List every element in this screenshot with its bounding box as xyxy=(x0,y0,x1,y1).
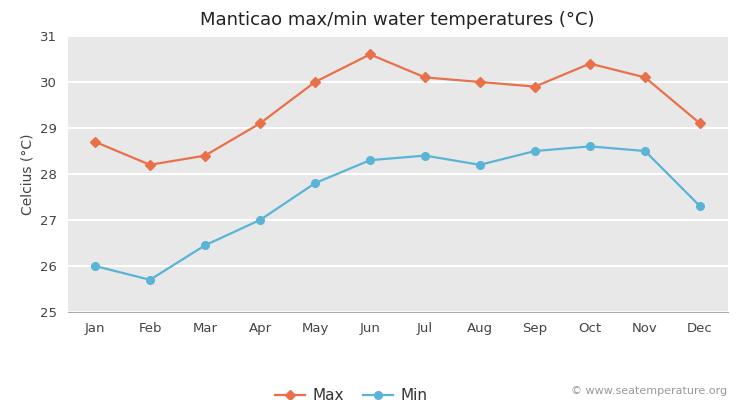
Text: © www.seatemperature.org: © www.seatemperature.org xyxy=(572,386,728,396)
Title: Manticao max/min water temperatures (°C): Manticao max/min water temperatures (°C) xyxy=(200,11,595,29)
Max xyxy=(310,80,320,84)
Min xyxy=(586,144,595,149)
Min xyxy=(421,153,430,158)
Min xyxy=(310,181,320,186)
Y-axis label: Celcius (°C): Celcius (°C) xyxy=(20,133,34,215)
Min xyxy=(256,218,265,222)
Min xyxy=(695,204,704,208)
Max xyxy=(200,153,209,158)
Max xyxy=(640,75,650,80)
Max xyxy=(586,61,595,66)
Max xyxy=(365,52,374,57)
Min xyxy=(476,162,484,167)
Min xyxy=(640,148,650,153)
Min xyxy=(200,243,209,248)
Line: Max: Max xyxy=(92,50,704,169)
Max xyxy=(476,80,484,84)
Max xyxy=(695,121,704,126)
Max xyxy=(256,121,265,126)
Max xyxy=(91,139,100,144)
Min xyxy=(365,158,374,162)
Min xyxy=(91,264,100,268)
Max xyxy=(421,75,430,80)
Line: Min: Min xyxy=(92,142,704,284)
Min xyxy=(530,148,539,153)
Legend: Max, Min: Max, Min xyxy=(268,382,434,400)
Min xyxy=(146,277,154,282)
Max xyxy=(530,84,539,89)
Max xyxy=(146,162,154,167)
